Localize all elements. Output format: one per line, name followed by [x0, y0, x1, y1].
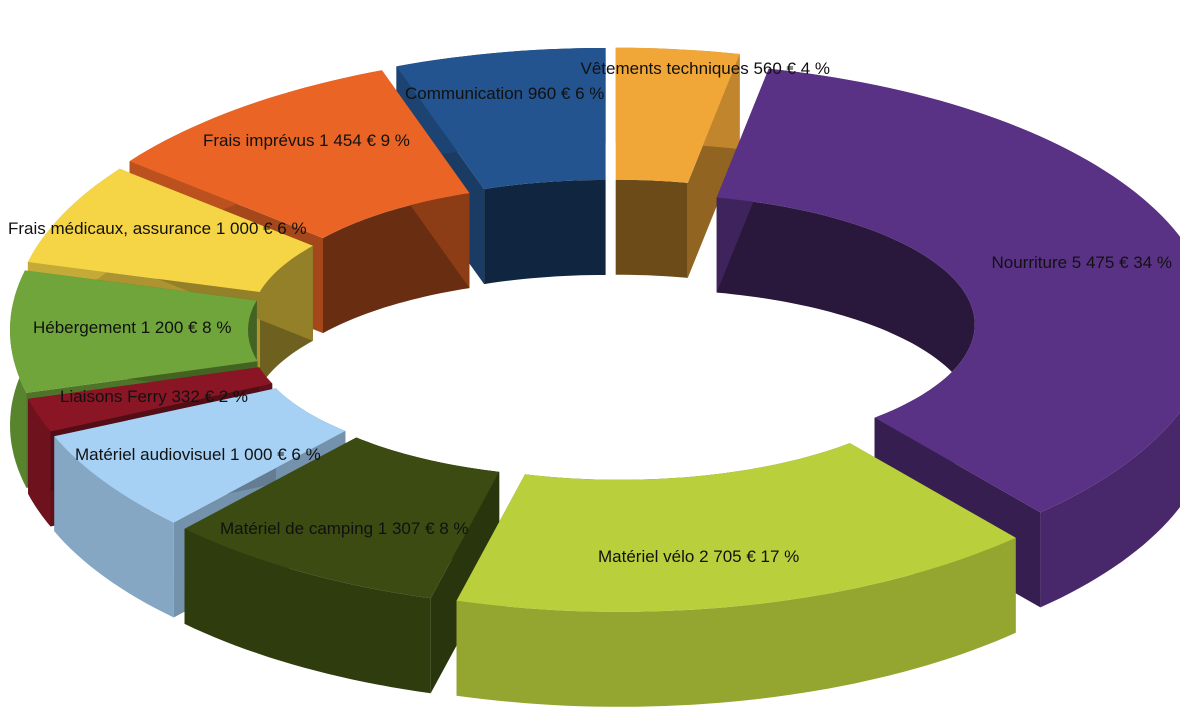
label-frais-medicaux-assurance: Frais médicaux, assurance 1 000 € 6 % [8, 219, 307, 238]
label-materiel-velo: Matériel vélo 2 705 € 17 % [598, 547, 799, 566]
label-frais-imprevus: Frais imprévus 1 454 € 9 % [203, 131, 410, 150]
slice-outer-wall [184, 528, 431, 694]
label-materiel-de-camping: Matériel de camping 1 307 € 8 % [220, 519, 469, 538]
slice-labels: Vêtements techniques 560 € 4 % Nourritur… [8, 59, 1172, 566]
label-communication: Communication 960 € 6 % [405, 84, 604, 103]
slice-top-face [396, 48, 606, 190]
slice-outer-wall [456, 537, 1016, 707]
slice-materiel-de-camping [184, 437, 500, 694]
slice-top-face [27, 168, 313, 292]
slice-outer-wall [54, 436, 174, 618]
slice-vetements-techniques [615, 47, 740, 278]
slice-top-face [615, 47, 740, 183]
label-nourriture: Nourriture 5 475 € 34 % [992, 253, 1173, 272]
slice-top-face [184, 437, 500, 599]
donut-slices [10, 47, 1180, 707]
label-materiel-audiovisuel: Matériel audiovisuel 1 000 € 6 % [75, 445, 321, 464]
slice-top-face [129, 70, 470, 239]
label-liaisons-ferry: Liaisons Ferry 332 € 2 % [60, 387, 248, 406]
slice-top-face [10, 270, 258, 393]
slice-inner-wall [484, 180, 606, 285]
slice-end-face [430, 471, 500, 694]
slice-inner-wall [615, 179, 688, 278]
slice-top-face [28, 367, 273, 432]
slice-top-face [456, 443, 1016, 612]
slice-top-face [716, 68, 1180, 513]
slice-outer-wall [28, 398, 51, 527]
label-vetements-techniques: Vêtements techniques 560 € 4 % [581, 59, 831, 78]
slice-communication [396, 48, 606, 285]
label-hebergement: Hébergement 1 200 € 8 % [33, 318, 231, 337]
slice-materiel-velo [456, 443, 1016, 707]
slice-top-face [54, 388, 346, 523]
